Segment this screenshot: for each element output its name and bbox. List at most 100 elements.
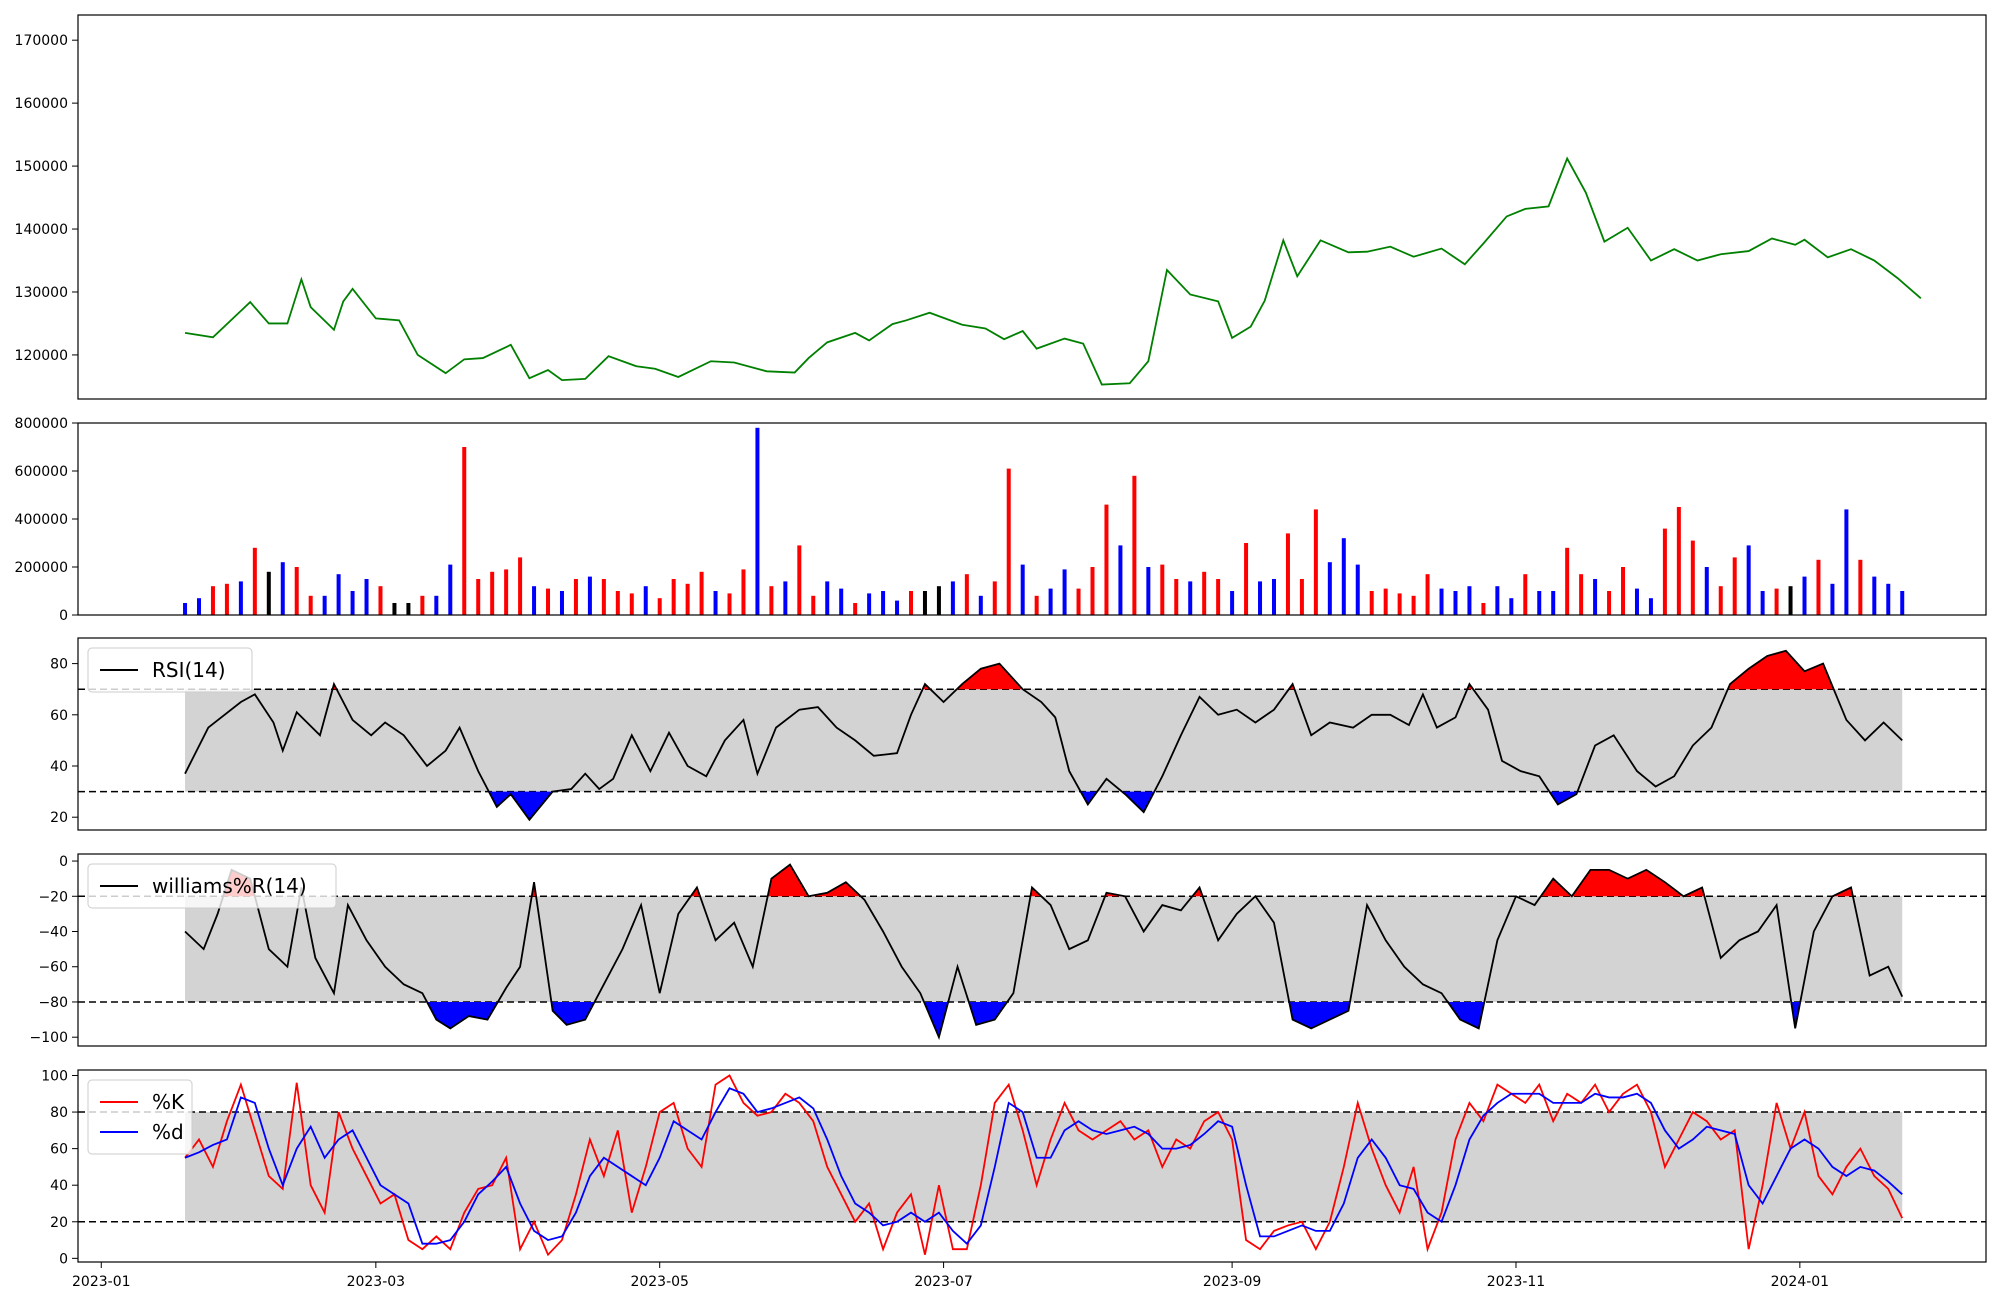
volume-bar: [1244, 543, 1249, 615]
stochastic-band: [185, 1112, 1903, 1222]
stochastic-legend-label: %K: [152, 1090, 185, 1114]
williams-ytick-label: −60: [38, 960, 68, 976]
volume-bar: [1718, 586, 1723, 615]
volume-bar: [1830, 583, 1835, 615]
volume-bar: [699, 571, 704, 615]
volume-bar: [196, 598, 201, 615]
williams-ytick-label: 0: [59, 854, 68, 870]
volume-bar: [350, 591, 355, 615]
price-ytick-label: 160000: [15, 96, 68, 112]
volume-bar: [797, 545, 802, 615]
x-tick-label: 2023-01: [72, 1274, 131, 1290]
stochastic-legend: %K %d: [87, 1079, 193, 1155]
volume-bar: [1327, 562, 1332, 615]
volume-bar: [1034, 595, 1039, 615]
williams-line: [184, 863, 1904, 1040]
volume-bar: [1299, 579, 1304, 615]
volume-bar: [434, 595, 439, 615]
volume-bar: [1662, 528, 1667, 615]
volume-bar: [1523, 574, 1528, 615]
williams-legend-box: [87, 863, 337, 909]
volume-bar: [1411, 595, 1416, 615]
x-tick-label: 2023-09: [1203, 1274, 1262, 1290]
stochastic-legend-box: [87, 1079, 193, 1155]
williams-legend: williams%R(14): [87, 863, 337, 909]
volume-bar: [657, 598, 662, 615]
volume-bar: [1425, 574, 1430, 615]
williams-ytick-label: −80: [38, 995, 68, 1011]
volume-bar: [825, 581, 830, 615]
date-x-axis: 2023-01 2023-03 2023-05 2023-07 2023-09 2023-…: [72, 1262, 1829, 1290]
volume-bar: [1341, 538, 1346, 615]
rsi-oversold-fill: [488, 791, 1578, 820]
volume-bar: [1676, 507, 1681, 615]
volume-bar: [1844, 509, 1849, 615]
volume-bar: [1481, 603, 1486, 615]
volume-bar: [224, 583, 229, 615]
volume-bar: [1202, 571, 1207, 615]
volume-bar: [1690, 540, 1695, 615]
williams-panel: −100 −80 −60 −40 −20 0 williams%R(14): [30, 853, 1987, 1047]
rsi-line: [184, 649, 1903, 822]
volume-bar: [615, 591, 620, 615]
volume-bar: [1872, 576, 1877, 615]
volume-bar: [406, 603, 411, 615]
rsi-frame: [77, 637, 1987, 831]
stochastic-ytick-label: 80: [50, 1105, 68, 1121]
volume-bar: [238, 581, 243, 615]
volume-bar: [909, 591, 914, 615]
volume-bar: [1076, 588, 1081, 615]
volume-bar: [1802, 576, 1807, 615]
volume-bar: [713, 591, 718, 615]
volume-bar: [420, 595, 425, 615]
volume-bar: [1006, 468, 1011, 615]
volume-bar: [755, 427, 760, 615]
volume-bar: [490, 571, 495, 615]
volume-bar: [629, 593, 634, 615]
volume-bar: [532, 586, 537, 615]
volume-bar: [392, 603, 397, 615]
volume-bar: [1216, 579, 1221, 615]
x-tick-label: 2023-07: [914, 1274, 973, 1290]
volume-bar: [1118, 545, 1123, 615]
volume-bar: [1732, 557, 1737, 615]
williams-frame: [77, 853, 1987, 1047]
volume-bar: [364, 579, 369, 615]
stochastic-ytick-label: 40: [50, 1178, 68, 1194]
volume-bar: [1104, 504, 1109, 615]
rsi-ytick-label: 60: [50, 708, 68, 724]
volume-bar: [1048, 588, 1053, 615]
volume-bar: [950, 581, 955, 615]
price-ytick-label: 120000: [15, 348, 68, 364]
rsi-ytick-label: 20: [50, 810, 68, 826]
volume-bar: [1621, 567, 1626, 615]
volume-bar: [1174, 579, 1179, 615]
volume-bar: [867, 593, 872, 615]
volume-bar: [1369, 591, 1374, 615]
williams-ytick-label: −40: [38, 925, 68, 941]
volume-bar: [322, 595, 327, 615]
williams-ytick-label: −100: [30, 1030, 68, 1046]
volume-ytick-label: 200000: [15, 560, 68, 576]
x-tick-label: 2023-05: [630, 1274, 689, 1290]
williams-legend-label: williams%R(14): [152, 874, 307, 898]
volume-bar: [280, 562, 285, 615]
volume-bar: [559, 591, 564, 615]
stochastic-ytick-label: 0: [59, 1251, 68, 1267]
volume-bar: [1648, 598, 1653, 615]
volume-bar: [853, 603, 858, 615]
volume-panel: 0 200000 400000 600000 800000: [15, 416, 1987, 624]
volume-bar: [476, 579, 481, 615]
volume-bar: [183, 603, 188, 615]
volume-ytick-label: 0: [59, 608, 68, 624]
volume-bar: [1551, 591, 1556, 615]
volume-bar: [1258, 581, 1263, 615]
volume-bar: [1886, 583, 1891, 615]
volume-bar: [378, 586, 383, 615]
volume-bar: [769, 586, 774, 615]
volume-bar: [1355, 564, 1360, 615]
volume-bar: [1188, 581, 1193, 615]
volume-bar: [1439, 588, 1444, 615]
volume-bar: [294, 567, 299, 615]
